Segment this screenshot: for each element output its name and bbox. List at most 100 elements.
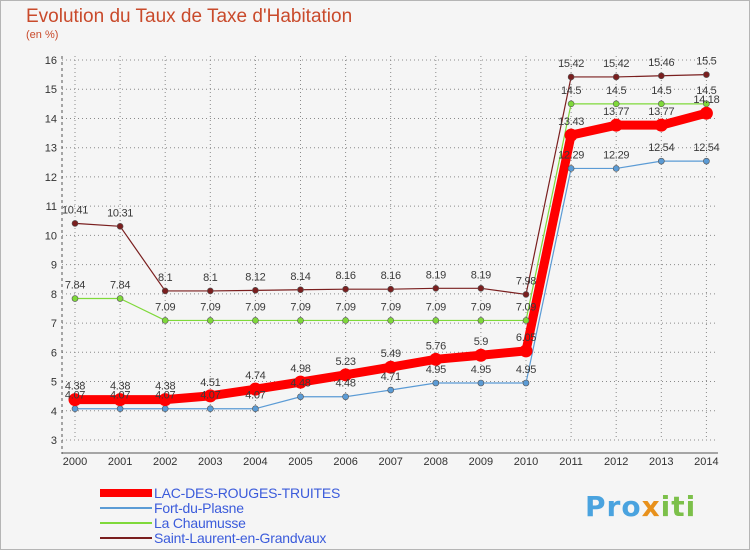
data-point (252, 287, 259, 294)
data-point (158, 393, 172, 407)
data-point (477, 317, 485, 324)
data-point (567, 165, 575, 172)
data-label: 14.5 (606, 85, 626, 97)
y-tick-label: 6 (51, 347, 57, 359)
data-point (339, 368, 353, 382)
data-point (387, 317, 395, 324)
data-point (432, 284, 440, 292)
legend-label: Fort-du-Plasne (154, 500, 244, 516)
x-tick-label: 2002 (153, 456, 177, 468)
data-label: 8.19 (426, 269, 446, 281)
data-point (654, 118, 668, 132)
data-point (68, 393, 82, 407)
x-tick-label: 2006 (333, 456, 357, 468)
data-label: 7.98 (516, 275, 536, 287)
y-tick-label: 16 (45, 55, 57, 67)
data-label: 4.95 (426, 364, 446, 376)
legend-label: Saint-Laurent-en-Grandvaux (154, 530, 327, 546)
y-tick-label: 10 (45, 230, 57, 242)
data-label: 4.98 (290, 363, 310, 375)
data-point (207, 405, 214, 413)
data-point (612, 165, 620, 172)
data-label: 7.09 (381, 301, 401, 313)
data-point (203, 389, 217, 403)
data-label: 15.5 (696, 56, 716, 68)
data-label: 15.46 (648, 57, 674, 69)
data-label: 13.77 (603, 106, 629, 118)
data-point (564, 128, 578, 142)
data-label: 4.07 (65, 390, 85, 402)
data-label: 15.42 (603, 58, 629, 70)
data-point (71, 405, 79, 413)
x-tick-label: 2008 (424, 456, 448, 468)
data-point (161, 405, 169, 413)
y-tick-label: 4 (51, 406, 57, 418)
y-tick-label: 13 (45, 143, 57, 155)
data-point (522, 317, 530, 324)
data-point (519, 344, 533, 358)
data-point (71, 220, 79, 227)
data-label: 4.51 (200, 377, 220, 389)
data-point (387, 285, 395, 293)
data-label: 7.84 (65, 280, 85, 292)
x-tick-label: 2012 (604, 456, 628, 468)
data-label: 15.42 (558, 58, 584, 70)
data-point (567, 73, 575, 81)
data-point (116, 405, 124, 413)
legend-swatch (100, 522, 152, 524)
data-label: 4.48 (335, 378, 355, 390)
data-point (297, 317, 304, 324)
data-point (294, 375, 307, 389)
y-tick-label: 9 (51, 260, 57, 272)
data-label: 10.41 (62, 204, 88, 216)
data-point (522, 291, 530, 298)
data-point (432, 379, 440, 387)
data-point (477, 284, 485, 292)
data-label: 4.38 (65, 381, 85, 393)
data-point (612, 100, 620, 108)
data-point (161, 287, 169, 295)
data-label: 5.76 (426, 340, 446, 352)
data-label: 7.09 (245, 301, 265, 313)
data-point (297, 393, 304, 401)
data-point (342, 285, 349, 293)
data-label: 7.09 (471, 301, 491, 313)
data-point (474, 348, 488, 362)
legend-item-la-chaumusse: La Chaumusse (100, 515, 246, 531)
proxiti-logo: Proxiti (585, 490, 697, 523)
chart-title: Evolution du Taux de Taxe d'Habitation (26, 6, 353, 27)
y-tick-label: 11 (46, 201, 57, 213)
data-point (703, 157, 710, 165)
data-point (384, 360, 398, 374)
data-labels: 4.38 4.38 4.38 4.51 4.74 4.98 5.23 5.49 5.76 5.9 6… (62, 56, 720, 402)
data-point (342, 317, 349, 324)
x-tick-label: 2011 (559, 456, 583, 468)
data-point (703, 71, 710, 78)
data-point (161, 317, 169, 324)
data-point (609, 118, 623, 132)
data-label: 12.54 (693, 142, 719, 154)
data-label: 14.5 (651, 85, 671, 97)
legend-swatch (100, 489, 152, 497)
y-tick-label: 3 (51, 435, 57, 447)
data-point (432, 317, 440, 324)
legend-item-saint-laurent-en-grandvaux: Saint-Laurent-en-Grandvaux (100, 530, 327, 546)
series-points (68, 71, 713, 413)
x-tick-label: 2003 (198, 456, 222, 468)
x-tick-label: 2009 (469, 456, 493, 468)
legend-label: La Chaumusse (154, 515, 246, 531)
data-label: 4.07 (200, 390, 220, 402)
x-tick-label: 2001 (108, 456, 132, 468)
data-label: 13.43 (558, 116, 584, 128)
legend-swatch (100, 507, 152, 509)
x-tick-label: 2000 (63, 456, 87, 468)
data-label: 8.19 (471, 269, 491, 281)
x-tick-label: 2014 (694, 456, 718, 468)
y-tick-label: 5 (51, 377, 57, 389)
data-label: 4.48 (290, 378, 310, 390)
data-point (567, 100, 575, 108)
data-label: 4.74 (245, 370, 265, 382)
chart-unit-label: (en %) (26, 29, 59, 41)
